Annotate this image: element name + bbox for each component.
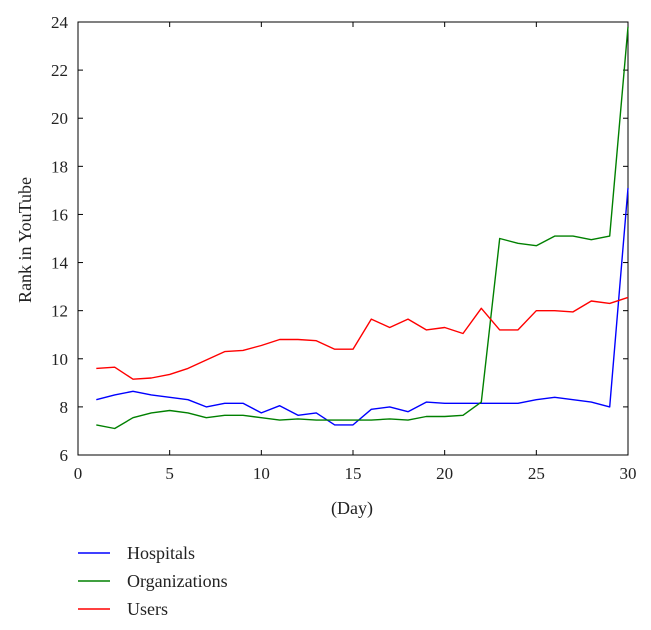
y-tick-label: 22	[51, 61, 68, 80]
y-tick-label: 18	[51, 157, 68, 176]
x-tick-label: 30	[620, 464, 637, 483]
legend-label-users: Users	[127, 599, 168, 619]
y-tick-label: 16	[51, 205, 68, 224]
y-tick-label: 6	[60, 446, 69, 465]
x-axis-label: (Day)	[331, 498, 373, 519]
y-tick-label: 12	[51, 302, 68, 321]
y-tick-label: 10	[51, 350, 68, 369]
x-tick-label: 0	[74, 464, 83, 483]
y-tick-label: 14	[51, 254, 69, 273]
x-tick-label: 15	[345, 464, 362, 483]
y-tick-label: 24	[51, 13, 69, 32]
y-tick-label: 8	[60, 398, 69, 417]
legend-label-organizations: Organizations	[127, 571, 228, 591]
y-tick-label: 20	[51, 109, 68, 128]
x-tick-label: 10	[253, 464, 270, 483]
x-tick-label: 20	[436, 464, 453, 483]
series-line-hospitals	[96, 187, 629, 426]
y-axis-label: Rank in YouTube	[15, 177, 35, 303]
series-line-users	[96, 296, 629, 380]
legend-label-hospitals: Hospitals	[127, 543, 195, 563]
plot-frame	[77, 21, 629, 456]
x-tick-label: 5	[165, 464, 174, 483]
legend: Hospitals Organizations Users	[78, 543, 228, 619]
x-tick-label: 25	[528, 464, 545, 483]
series-line-organizations	[96, 26, 629, 430]
